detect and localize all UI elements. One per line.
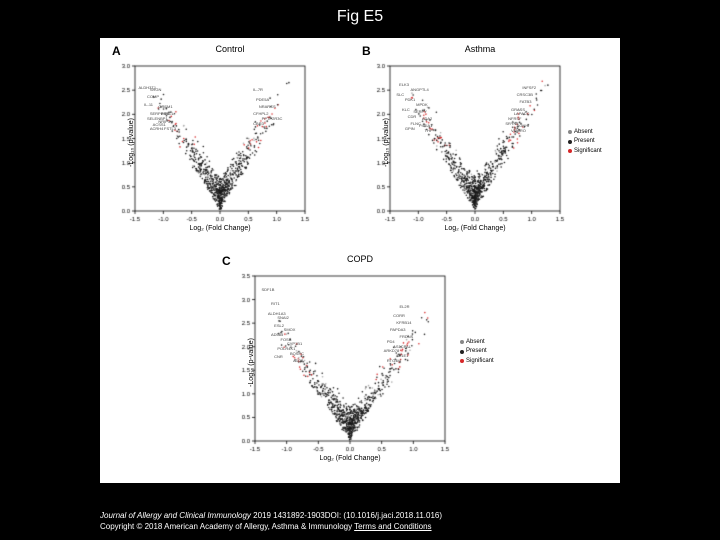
legend-label: Present: [574, 137, 595, 145]
gene-label: PDE5A: [256, 97, 269, 102]
gene-label: CRSC3B: [517, 92, 533, 97]
citation-copyright: Copyright © 2018 American Academy of All…: [100, 522, 352, 531]
gene-label: PPTP2R3C: [262, 116, 283, 121]
legend-dot: [460, 350, 464, 354]
citation-block: Journal of Allergy and Clinical Immunolo…: [100, 510, 442, 532]
gene-label: SLC: [396, 92, 404, 97]
panel-c-title: COPD: [220, 254, 500, 264]
gene-label: CORR: [393, 313, 405, 318]
citation-journal: Journal of Allergy and Clinical Immunolo…: [100, 511, 251, 520]
gene-label: RTG4M: [387, 358, 401, 363]
gene-label: SDF1B: [262, 287, 275, 292]
legend-item: Present: [568, 137, 602, 145]
gene-label: EL2R: [400, 304, 410, 309]
legend-label: Significant: [574, 147, 602, 155]
gene-label: FSTL3: [164, 126, 176, 131]
legend-dot: [460, 359, 464, 363]
gene-label: CBR3: [253, 121, 264, 126]
gene-label: BQSPC: [290, 351, 304, 356]
gene-label: NRARCS: [259, 104, 276, 109]
gene-label: SMOX: [284, 327, 296, 332]
gene-label: CNR: [274, 354, 283, 359]
x-axis-label: Log₂ (Fold Change): [135, 225, 305, 232]
x-axis-label: Log₂ (Fold Change): [390, 225, 560, 232]
gene-label: IL-11: [144, 102, 153, 107]
legend-c: AbsentPresent Significant: [460, 338, 494, 366]
x-axis-label: Log₂ (Fold Change): [255, 455, 445, 462]
legend-item: Present: [460, 347, 494, 355]
legend-label: Significant: [466, 357, 494, 365]
legend-b: AbsentPresent Significant: [568, 128, 602, 156]
figure-area: A Control B Asthma C COPD AbsentPresentS…: [100, 38, 620, 483]
gene-label: INFSF2: [522, 85, 536, 90]
gene-label: PDK1: [405, 97, 415, 102]
gene-label: SRGN: [150, 87, 162, 92]
gene-label: SNAI2: [277, 315, 289, 320]
legend-dot: [460, 340, 464, 344]
y-axis-label: -Log₁₀ (p-value): [383, 118, 390, 167]
figure-title: Fig E5: [0, 0, 720, 26]
legend-label: Present: [466, 347, 487, 355]
gene-label: GPIN: [405, 126, 415, 131]
legend-item: Absent: [460, 338, 494, 346]
gene-label: FATB3: [520, 99, 532, 104]
y-axis-label: -Log₁₀ (p-value): [248, 338, 255, 387]
gene-label: FRDNS: [400, 334, 414, 339]
y-axis-label: -Log₁₀ (p-value): [128, 118, 135, 167]
gene-label: PAPDA3: [390, 327, 406, 332]
gene-label: COMP: [147, 94, 159, 99]
gene-label: ACRH4: [150, 126, 164, 131]
legend-dot: [568, 140, 572, 144]
gene-label: THF: [425, 128, 433, 133]
gene-label: GREM1: [158, 104, 172, 109]
gene-label: VMCRO: [511, 128, 526, 133]
legend-dot: [568, 149, 572, 153]
terms-link[interactable]: Terms and Conditions: [354, 522, 431, 531]
legend-dot: [568, 130, 572, 134]
gene-label: A1C2: [293, 358, 303, 363]
gene-label: ESL2: [274, 323, 284, 328]
panel-b-title: Asthma: [360, 44, 600, 54]
gene-label: ELK3: [399, 82, 409, 87]
legend-label: Absent: [466, 338, 485, 346]
legend-item: Significant: [568, 147, 602, 155]
gene-label: IL-7R: [253, 87, 263, 92]
gene-label: RIT1: [271, 301, 280, 306]
gene-label: CDR: [408, 114, 417, 119]
legend-item: Significant: [460, 357, 494, 365]
gene-label: KFRB14: [396, 320, 411, 325]
citation-ref: 2019 1431892-1903DOI: (10.1016/j.jaci.20…: [253, 511, 442, 520]
gene-label: ANGPTL4: [411, 87, 429, 92]
gene-label: ADA2: [422, 116, 432, 121]
gene-label: MPDK: [416, 102, 428, 107]
legend-item: Absent: [568, 128, 602, 136]
gene-label: KLC: [402, 107, 410, 112]
legend-label: Absent: [574, 128, 593, 136]
